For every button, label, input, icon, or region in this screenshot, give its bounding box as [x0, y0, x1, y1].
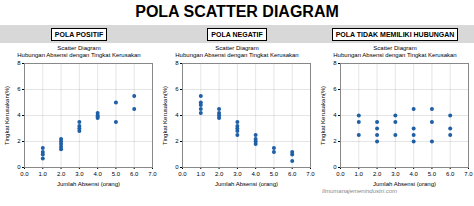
html-text:POLA POSITIF: POLA POSITIF — [54, 30, 104, 38]
svg-text:2.0: 2.0 — [373, 171, 382, 177]
svg-text:7.0: 7.0 — [148, 171, 157, 177]
svg-text:0.0: 0.0 — [20, 171, 29, 177]
svg-text:2: 2 — [175, 138, 179, 144]
html-text:POLA NEGATIF: POLA NEGATIF — [211, 30, 263, 38]
svg-text:Tingkat Kerusakan(%): Tingkat Kerusakan(%) — [320, 86, 326, 145]
svg-text:0: 0 — [175, 164, 179, 170]
svg-text:4.0: 4.0 — [93, 171, 102, 177]
svg-text:7.0: 7.0 — [306, 171, 315, 177]
html-text:Ilmumanajemenindustri.com: Ilmumanajemenindustri.com — [322, 188, 397, 194]
svg-text:2.0: 2.0 — [215, 171, 224, 177]
svg-text:3.0: 3.0 — [75, 171, 84, 177]
html-text:Scatter Diagram Hubungan Absen: Scatter Diagram Hubungan Absensi dengan … — [175, 45, 299, 58]
html-text:Scatter Diagram Hubungan Absen: Scatter Diagram Hubungan Absensi dengan … — [17, 45, 141, 58]
svg-text:Tingkat Kerusakan(%): Tingkat Kerusakan(%) — [162, 86, 168, 145]
html-text:Scatter Diagram Hubungan Absen: Scatter Diagram Hubungan Absensi dengan … — [333, 45, 457, 58]
svg-text:2: 2 — [333, 138, 337, 144]
svg-text:0: 0 — [17, 164, 21, 170]
svg-text:0.0: 0.0 — [336, 171, 345, 177]
svg-text:1.0: 1.0 — [39, 171, 48, 177]
svg-text:6: 6 — [333, 86, 337, 92]
svg-text:2: 2 — [17, 138, 21, 144]
svg-text:0: 0 — [333, 164, 337, 170]
svg-text:1.0: 1.0 — [197, 171, 206, 177]
svg-text:6: 6 — [17, 86, 21, 92]
svg-text:8: 8 — [17, 60, 21, 66]
html-text:POLA TIDAK MEMILIKI HUBUNGAN: POLA TIDAK MEMILIKI HUBUNGAN — [335, 30, 455, 38]
svg-text:Jumlah Absensi (orang): Jumlah Absensi (orang) — [215, 181, 278, 187]
svg-text:5.0: 5.0 — [270, 171, 279, 177]
svg-text:4: 4 — [17, 112, 21, 118]
svg-text:5.0: 5.0 — [428, 171, 437, 177]
svg-text:0.0: 0.0 — [178, 171, 187, 177]
svg-text:6.0: 6.0 — [288, 171, 297, 177]
svg-text:4: 4 — [333, 112, 337, 118]
svg-text:3.0: 3.0 — [391, 171, 400, 177]
svg-text:4: 4 — [175, 112, 179, 118]
svg-text:6: 6 — [175, 86, 179, 92]
svg-text:1.0: 1.0 — [355, 171, 364, 177]
svg-text:5.0: 5.0 — [112, 171, 121, 177]
html-text:POLA SCATTER DIAGRAM: POLA SCATTER DIAGRAM — [135, 3, 339, 20]
svg-text:Tingkat Kerusakan(%): Tingkat Kerusakan(%) — [4, 86, 10, 145]
svg-text:4.0: 4.0 — [409, 171, 418, 177]
svg-text:2.0: 2.0 — [57, 171, 66, 177]
svg-text:Jumlah Absensi (orang): Jumlah Absensi (orang) — [57, 181, 120, 187]
svg-text:Jumlah Absensi (orang): Jumlah Absensi (orang) — [373, 181, 436, 187]
svg-text:8: 8 — [333, 60, 337, 66]
svg-text:4.0: 4.0 — [251, 171, 260, 177]
svg-text:6.0: 6.0 — [130, 171, 139, 177]
svg-text:3.0: 3.0 — [233, 171, 242, 177]
svg-text:8: 8 — [175, 60, 179, 66]
svg-text:6.0: 6.0 — [446, 171, 455, 177]
svg-text:7.0: 7.0 — [464, 171, 473, 177]
